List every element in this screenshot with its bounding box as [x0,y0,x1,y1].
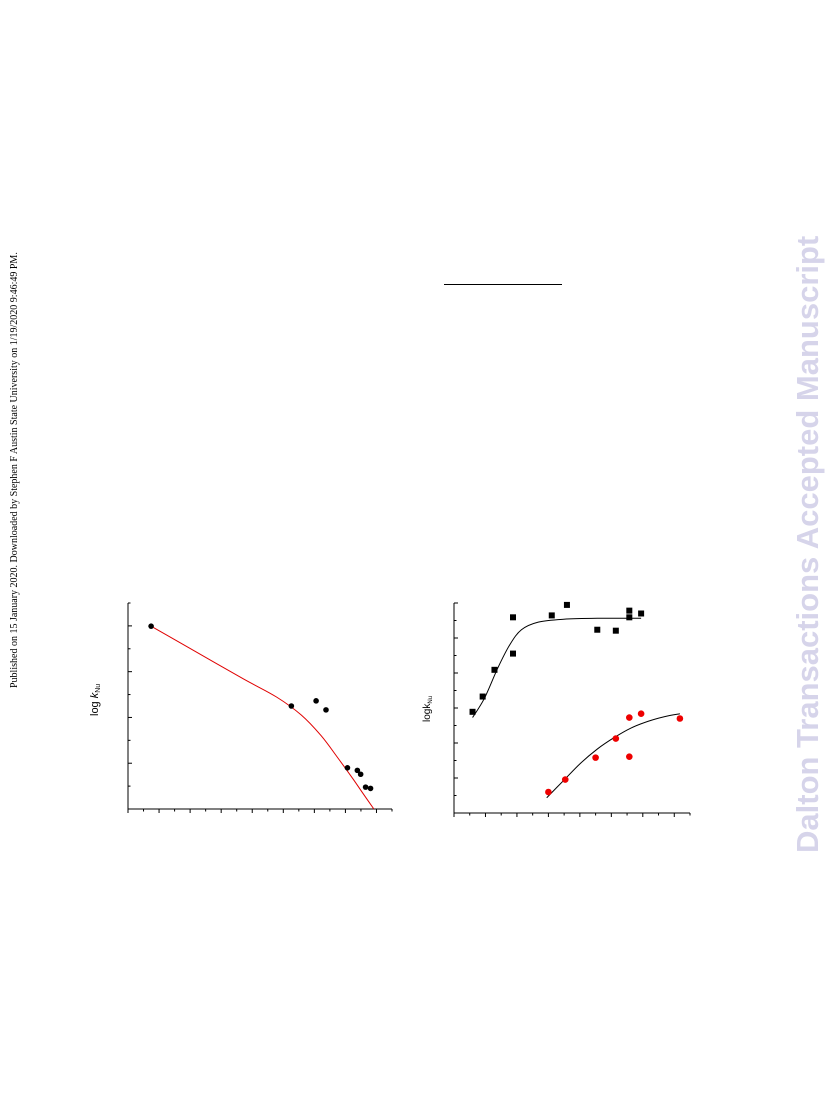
c2-point-circle [676,715,684,722]
chart-left-y-label: log kNu [89,684,102,716]
c1-point-circle [344,765,351,771]
chart-left-y-ticks [128,602,132,810]
chart-right-y-label-main: logk [422,703,433,722]
chart-right-y-label-sub: Nu [428,696,434,704]
c2-point-square [626,607,633,614]
chart-left-fit-line [150,625,375,810]
c1-point-circle [313,698,319,704]
chart-left-x-ticks [127,809,393,813]
chart-left-y-label-italic: k [89,692,101,698]
c2-point-square [491,666,498,673]
c2-point-circle [637,710,645,718]
c2-point-square [510,614,516,621]
c2-point-square [612,627,619,634]
c2-point-square [638,610,645,617]
c2-point-square [563,601,570,608]
c2-point-square [479,693,486,700]
c2-point-circle [592,754,599,761]
chart-left-y-label-main: log [89,698,101,716]
c2-point-square [510,650,516,657]
chart-right-y-label: logkNu [422,696,434,722]
c2-fit-line [472,617,642,718]
c2-point-circle [612,735,620,742]
c2-point-circle [545,788,552,796]
c1-point-circle [362,784,369,790]
c1-point-circle [367,785,374,792]
chart-right: logkNu [422,601,691,817]
chart-left-points [148,623,374,792]
c2-point-square [469,708,476,715]
c2-point-circle [561,776,569,783]
c1-point-circle [323,707,329,713]
chart-right-fit-lines [472,617,680,799]
c2-fit-line [546,713,680,799]
c2-point-circle [626,753,633,760]
c2-point-square [548,612,555,619]
c2-point-square [626,614,633,621]
chart-right-x-ticks [453,813,691,817]
c2-point-square [594,626,601,633]
chart-left-y-label-sub: Nu [95,684,102,693]
chart-right-y-ticks [454,602,458,814]
c1-point-circle [354,767,361,774]
c2-point-circle [626,714,633,721]
c1-point-circle [148,623,154,629]
c1-point-circle [288,703,295,709]
chart-left: log kNu [89,602,393,813]
c1-point-circle [357,771,364,778]
horizontal-rule [444,284,562,285]
chart-right-points [469,601,684,796]
